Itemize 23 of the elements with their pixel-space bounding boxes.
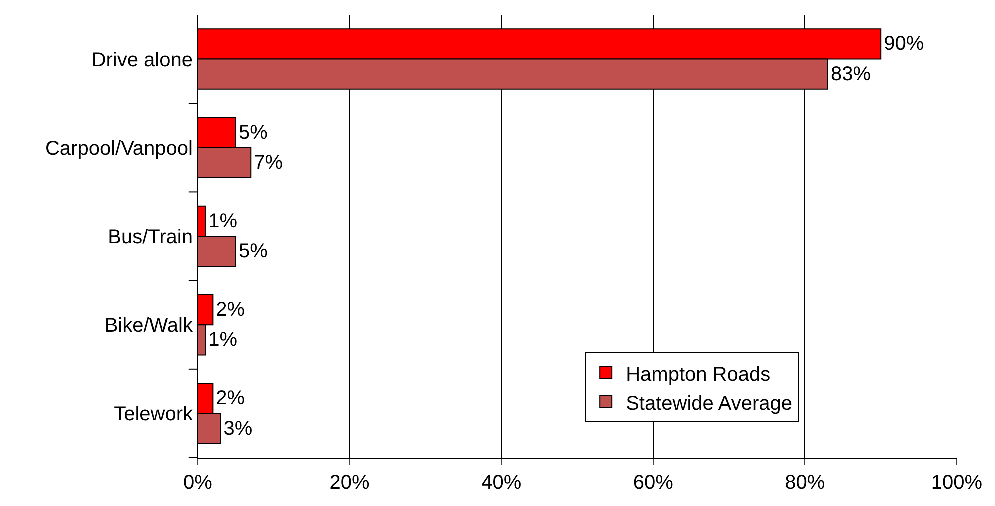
- data-label: 2%: [216, 388, 246, 410]
- data-label: 90%: [884, 33, 924, 56]
- x-tick-label: 40%: [482, 472, 522, 494]
- data-label: 5%: [238, 122, 268, 144]
- x-tick-label: 100%: [931, 472, 983, 494]
- data-label: 3%: [224, 418, 253, 440]
- y-tick-label: Telework: [114, 404, 194, 426]
- data-label: 5%: [238, 240, 268, 263]
- x-tick-label: 0%: [184, 472, 213, 494]
- y-tick-label: Carpool/Vanpool: [45, 138, 193, 160]
- x-tick-label: 60%: [633, 472, 674, 494]
- x-tick-label: 20%: [330, 472, 370, 494]
- y-tick-label: Bike/Walk: [104, 315, 194, 338]
- x-tick-label: 80%: [785, 472, 826, 494]
- y-tick-label: Bus/Train: [108, 226, 193, 248]
- data-label: 2%: [216, 299, 246, 322]
- legend-label: Hampton Roads: [626, 364, 771, 386]
- data-label: 1%: [208, 329, 238, 352]
- legend-label: Statewide Average: [626, 392, 793, 415]
- data-label: 7%: [254, 152, 284, 174]
- y-tick-label: Drive alone: [92, 49, 193, 72]
- data-label: 1%: [208, 210, 238, 232]
- data-label: 83%: [830, 63, 872, 86]
